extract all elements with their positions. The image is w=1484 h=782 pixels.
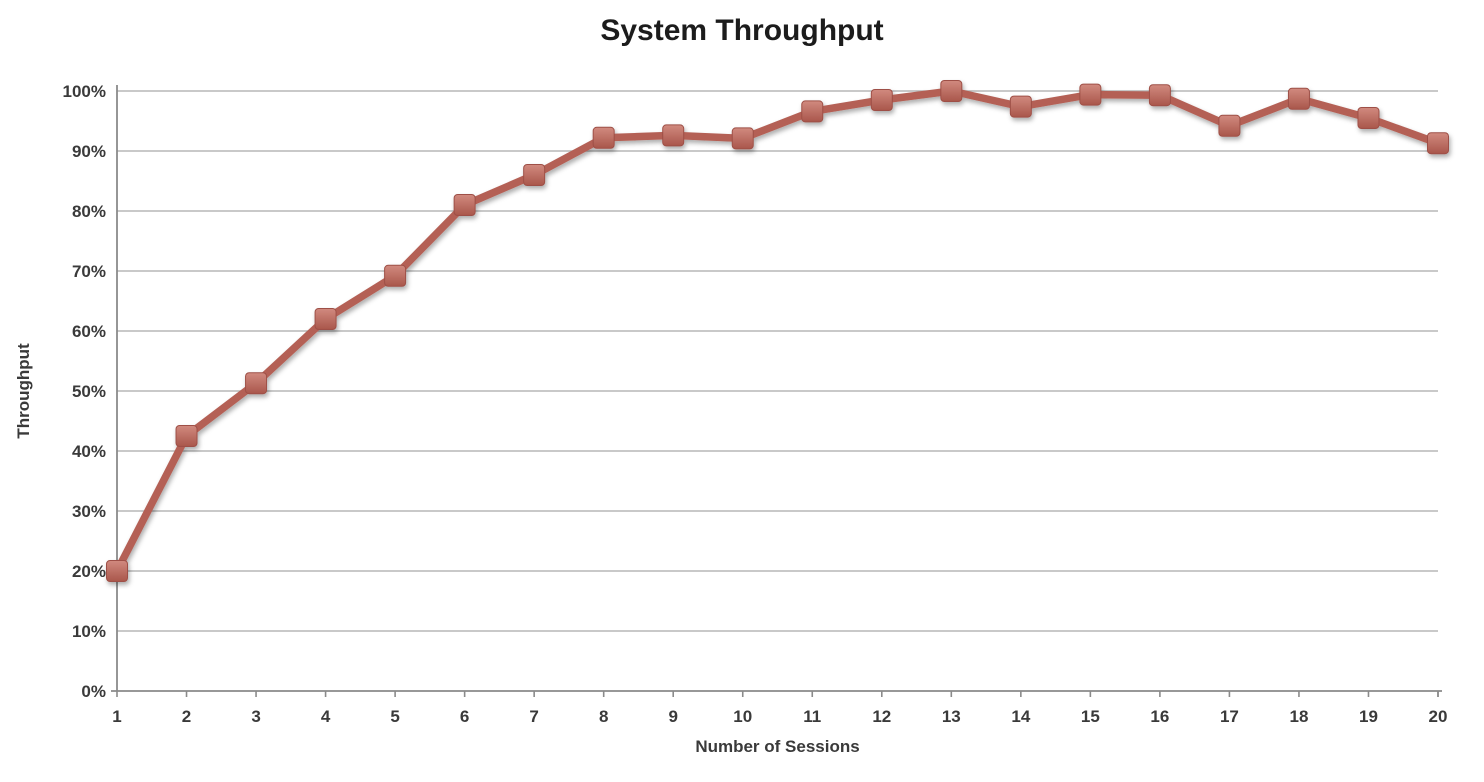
x-tick-label: 11 [803, 707, 821, 726]
data-point-marker [1287, 87, 1310, 110]
chart-title: System Throughput [600, 14, 884, 47]
gridlines-group [117, 90, 1438, 632]
data-point-marker [940, 80, 963, 102]
data-point-marker [245, 372, 268, 395]
data-point-marker [175, 425, 198, 447]
y-tick-label: 90% [72, 142, 106, 161]
x-tick-label: 7 [529, 707, 538, 726]
y-tick-label: 30% [72, 502, 106, 521]
y-tick-label: 50% [72, 382, 106, 401]
data-point-marker [314, 308, 337, 330]
x-tick-label: 18 [1289, 707, 1308, 726]
x-tick-label: 12 [872, 707, 891, 726]
x-tick-label: 6 [460, 707, 469, 726]
data-point-marker [1148, 84, 1171, 107]
y-tick-label: 0% [81, 682, 106, 701]
data-point-marker [106, 560, 128, 582]
x-tick-label: 19 [1359, 707, 1378, 726]
x-tick-label: 1 [112, 707, 121, 726]
data-point-marker [384, 264, 407, 287]
data-point-marker [1218, 114, 1241, 137]
y-tick-label: 70% [72, 262, 106, 281]
data-point-marker [1427, 132, 1449, 155]
y-axis-title-text: Throughput [14, 343, 33, 439]
y-tick-label: 40% [72, 442, 106, 461]
y-tick-label: 100% [63, 82, 106, 101]
x-tick-label: 10 [733, 707, 752, 726]
series-line [113, 87, 1442, 575]
tick-labels-group: 0%10%20%30%40%50%60%70%80%90%100%1 2 3 4 5 6 7… [63, 82, 1448, 726]
data-point-marker [870, 89, 893, 111]
x-tick-label: 5 [390, 707, 399, 726]
y-tick-label: 80% [72, 202, 106, 221]
data-point-marker [1079, 83, 1102, 106]
data-point-marker [801, 100, 824, 123]
x-tick-label: 16 [1150, 707, 1169, 726]
x-tick-label: 14 [1011, 707, 1030, 726]
x-tick-label: 2 [182, 707, 191, 726]
y-tick-label: 20% [72, 562, 106, 581]
x-tick-label: 9 [668, 707, 677, 726]
y-tick-label: 60% [72, 322, 106, 341]
x-tick-label: 3 [251, 707, 260, 726]
y-tick-label: 10% [72, 622, 106, 641]
data-series-group [106, 80, 1449, 582]
data-point-marker [662, 124, 685, 147]
data-point-marker [592, 126, 615, 149]
axes-group [111, 85, 1442, 697]
x-tick-label: 4 [321, 707, 331, 726]
data-point-marker [1357, 107, 1380, 129]
data-point-marker [523, 164, 546, 186]
x-tick-label: 15 [1081, 707, 1100, 726]
data-point-marker [453, 194, 476, 216]
x-tick-label: 13 [942, 707, 961, 726]
x-tick-label: 20 [1429, 707, 1448, 726]
x-axis-title: Number of Sessions [695, 737, 860, 756]
x-tick-label: 8 [599, 707, 608, 726]
data-point-marker [1009, 95, 1032, 118]
x-tick-label: 17 [1220, 707, 1239, 726]
data-point-marker [731, 127, 754, 150]
